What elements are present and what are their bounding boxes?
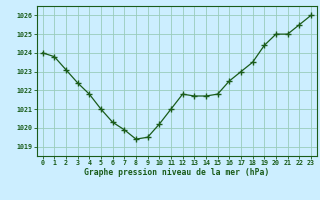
X-axis label: Graphe pression niveau de la mer (hPa): Graphe pression niveau de la mer (hPa) <box>84 168 269 177</box>
